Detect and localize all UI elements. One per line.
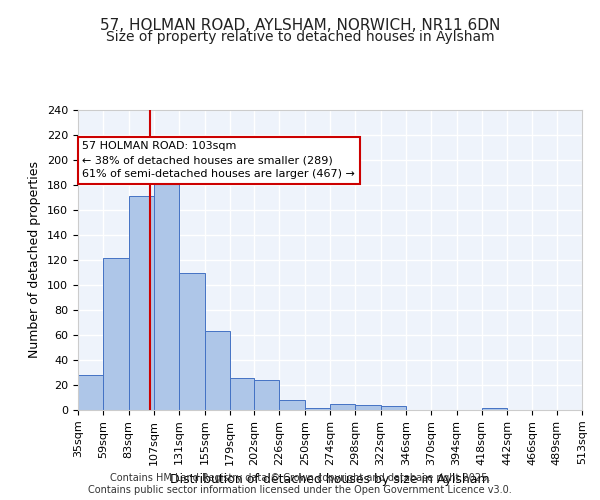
Y-axis label: Number of detached properties: Number of detached properties [28, 162, 41, 358]
Bar [230, 378, 254, 410]
X-axis label: Distribution of detached houses by size in Aylsham: Distribution of detached houses by size … [170, 473, 490, 486]
Bar [380, 406, 406, 410]
Bar [154, 159, 179, 410]
Bar [254, 380, 280, 410]
Text: Size of property relative to detached houses in Aylsham: Size of property relative to detached ho… [106, 30, 494, 44]
Bar [78, 375, 103, 410]
Bar [179, 272, 205, 410]
Bar [103, 258, 128, 410]
Text: 57, HOLMAN ROAD, AYLSHAM, NORWICH, NR11 6DN: 57, HOLMAN ROAD, AYLSHAM, NORWICH, NR11 … [100, 18, 500, 32]
Bar [305, 408, 330, 410]
Text: Contains HM Land Registry data © Crown copyright and database right 2025.
Contai: Contains HM Land Registry data © Crown c… [88, 474, 512, 495]
Bar [355, 405, 380, 410]
Bar [482, 408, 507, 410]
Bar [128, 196, 154, 410]
Bar [280, 400, 305, 410]
Bar [330, 404, 355, 410]
Text: 57 HOLMAN ROAD: 103sqm
← 38% of detached houses are smaller (289)
61% of semi-de: 57 HOLMAN ROAD: 103sqm ← 38% of detached… [82, 141, 355, 180]
Bar [205, 331, 230, 410]
